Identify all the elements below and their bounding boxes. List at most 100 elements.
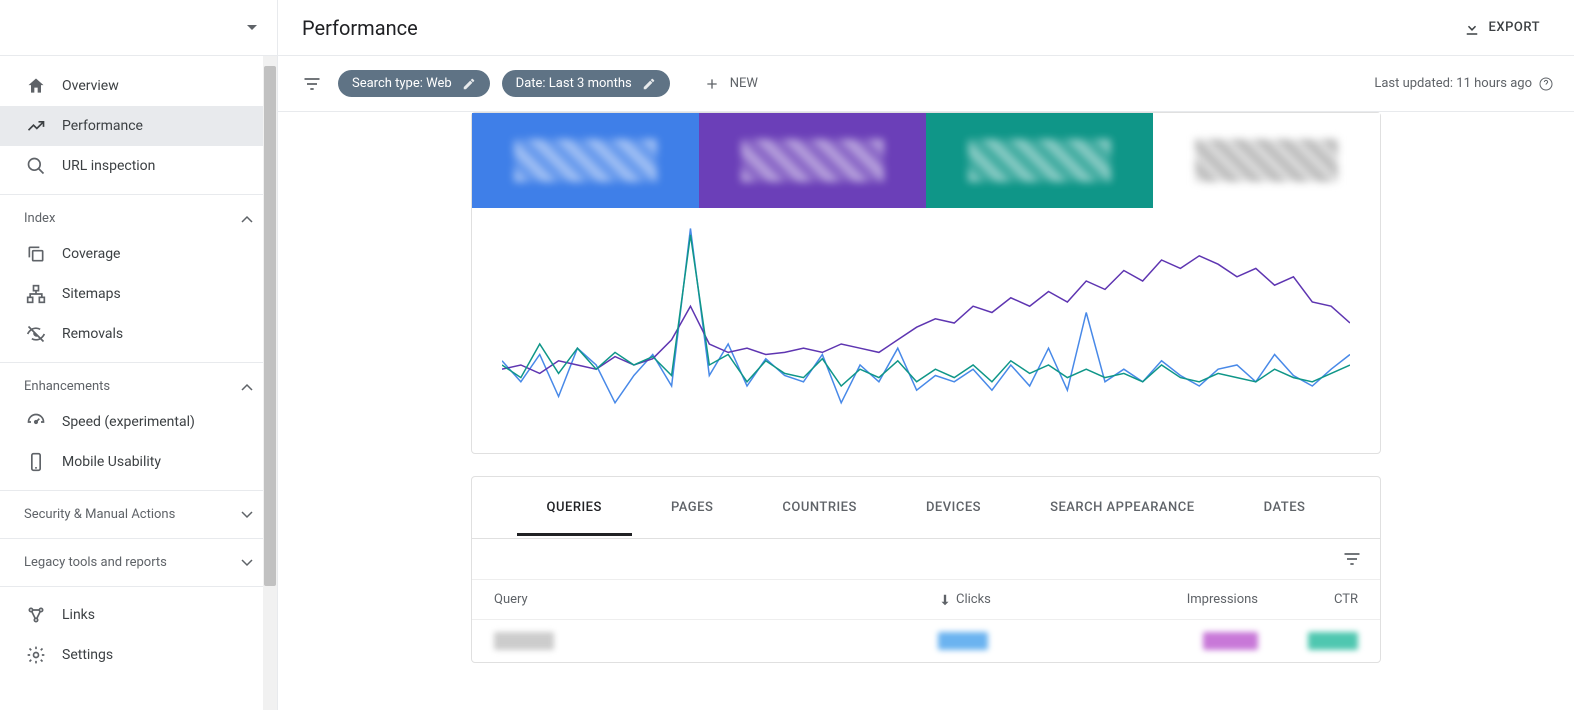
phone-icon [24,450,48,474]
nav-label: Settings [62,647,113,663]
metrics-chart-card [471,112,1381,454]
help-icon[interactable] [1538,76,1554,92]
col-label: Clicks [956,592,991,607]
chart-line-clicks [502,229,1350,403]
metric-clicks[interactable] [472,113,699,208]
chip-search-type[interactable]: Search type: Web [338,70,490,97]
chip-label: Date: Last 3 months [516,76,632,91]
section-title: Security & Manual Actions [24,507,175,522]
table-filter-icon[interactable] [1342,549,1362,569]
new-label: NEW [730,76,758,91]
tab-label: QUERIES [547,500,602,515]
tab-devices[interactable]: DEVICES [916,480,991,535]
metric-row [472,113,1380,208]
header: Performance EXPORT [278,0,1574,56]
section-index[interactable]: Index [0,194,277,234]
chart-area [472,208,1380,453]
chevron-up-icon [241,383,253,391]
nav-label: Speed (experimental) [62,414,195,430]
line-chart [502,218,1350,428]
tab-label: DATES [1264,500,1306,515]
filter-bar: Search type: Web Date: Last 3 months NEW… [278,56,1574,112]
download-icon [1463,19,1481,37]
export-button[interactable]: EXPORT [1453,13,1550,43]
tab-label: PAGES [671,500,713,515]
nav-removals[interactable]: Removals [0,314,277,354]
plus-icon [704,76,720,92]
home-icon [24,74,48,98]
nav-performance[interactable]: Performance [0,106,277,146]
search-icon [24,154,48,178]
col-impressions[interactable]: Impressions [1088,592,1258,607]
add-filter-button[interactable]: NEW [696,72,766,96]
nav-label: Links [62,607,95,623]
col-query[interactable]: Query [494,592,938,607]
chevron-down-icon [241,559,253,567]
main: Performance EXPORT Search type: Web Date… [278,0,1574,710]
section-title: Enhancements [24,379,110,394]
chip-label: Search type: Web [352,76,452,91]
tab-search-appearance[interactable]: SEARCH APPEARANCE [1040,480,1205,535]
tab-queries[interactable]: QUERIES [537,480,612,535]
sidebar-scrollbar-track [263,56,277,710]
tabs: QUERIES PAGES COUNTRIES DEVICES SEARCH A… [472,477,1380,539]
nav-label: Performance [62,118,143,134]
tab-label: COUNTRIES [782,500,857,515]
export-label: EXPORT [1489,20,1540,35]
copy-icon [24,242,48,266]
tab-dates[interactable]: DATES [1254,480,1316,535]
col-clicks[interactable]: Clicks [938,592,1088,607]
trend-icon [24,114,48,138]
tab-pages[interactable]: PAGES [661,480,723,535]
nav-mobile-usability[interactable]: Mobile Usability [0,442,277,482]
pencil-icon [462,77,476,91]
chart-line-impressions [502,256,1350,374]
tab-label: SEARCH APPEARANCE [1050,500,1195,515]
nav-label: Overview [62,78,119,94]
tab-countries[interactable]: COUNTRIES [772,480,867,535]
table-toolbar [472,539,1380,580]
chip-date[interactable]: Date: Last 3 months [502,70,670,97]
section-title: Legacy tools and reports [24,555,167,570]
table-row[interactable] [472,620,1380,662]
tab-label: DEVICES [926,500,981,515]
sitemap-icon [24,282,48,306]
nav-label: Sitemaps [62,286,121,302]
table-head: Query Clicks Impressions CTR [472,580,1380,620]
table-card: QUERIES PAGES COUNTRIES DEVICES SEARCH A… [471,476,1381,663]
section-security[interactable]: Security & Manual Actions [0,490,277,530]
sort-desc-icon [938,593,952,607]
nav-coverage[interactable]: Coverage [0,234,277,274]
last-updated: Last updated: 11 hours ago [1374,76,1554,92]
sidebar: Overview Performance URL inspection Inde… [0,0,278,710]
chevron-down-icon [247,25,257,31]
sidebar-site-selector[interactable] [0,0,277,56]
section-enhancements[interactable]: Enhancements [0,362,277,402]
metric-position[interactable] [1153,113,1380,208]
section-legacy[interactable]: Legacy tools and reports [0,538,277,578]
section-title: Index [24,211,55,226]
metric-impressions[interactable] [699,113,926,208]
content: QUERIES PAGES COUNTRIES DEVICES SEARCH A… [278,112,1574,710]
nav-settings[interactable]: Settings [0,635,277,675]
filter-icon[interactable] [298,70,326,98]
chevron-down-icon [241,511,253,519]
nav-url-inspection[interactable]: URL inspection [0,146,277,186]
nav-label: Coverage [62,246,120,262]
nav-links[interactable]: Links [0,595,277,635]
col-ctr[interactable]: CTR [1258,592,1358,607]
nav-speed[interactable]: Speed (experimental) [0,402,277,442]
nav-overview[interactable]: Overview [0,66,277,106]
filter-left: Search type: Web Date: Last 3 months NEW [298,70,766,98]
hide-icon [24,322,48,346]
links-icon [24,603,48,627]
nav-sitemaps[interactable]: Sitemaps [0,274,277,314]
last-updated-text: Last updated: 11 hours ago [1374,76,1532,91]
sidebar-scrollbar-thumb[interactable] [264,66,276,586]
nav-label: URL inspection [62,158,155,174]
nav-label: Mobile Usability [62,454,161,470]
nav-label: Removals [62,326,123,342]
chevron-up-icon [241,215,253,223]
metric-ctr[interactable] [926,113,1153,208]
gauge-icon [24,410,48,434]
